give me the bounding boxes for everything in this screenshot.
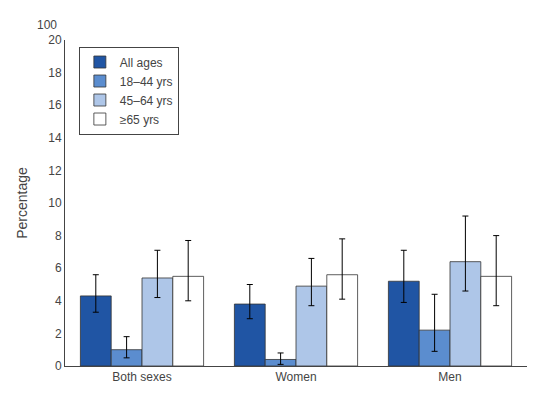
svg-text:12: 12 [48, 164, 62, 178]
svg-text:All ages: All ages [120, 56, 163, 70]
svg-text:Both sexes: Both sexes [112, 370, 171, 384]
svg-text:6: 6 [55, 261, 62, 275]
svg-text:≥65 yrs: ≥65 yrs [120, 113, 159, 127]
svg-text:16: 16 [48, 98, 62, 112]
svg-text:2: 2 [55, 327, 62, 341]
svg-text:Men: Men [438, 370, 461, 384]
svg-text:100: 100 [37, 18, 57, 32]
svg-text:0: 0 [55, 359, 62, 373]
svg-text:10: 10 [48, 196, 62, 210]
svg-text:18–44 yrs: 18–44 yrs [120, 75, 173, 89]
svg-text:45–64 yrs: 45–64 yrs [120, 94, 173, 108]
svg-text:4: 4 [55, 294, 62, 308]
svg-text:8: 8 [55, 229, 62, 243]
svg-text:14: 14 [48, 131, 62, 145]
svg-text:18: 18 [48, 66, 62, 80]
svg-text:20: 20 [48, 33, 62, 47]
svg-text:Women: Women [275, 370, 316, 384]
svg-text:Percentage: Percentage [14, 167, 30, 239]
